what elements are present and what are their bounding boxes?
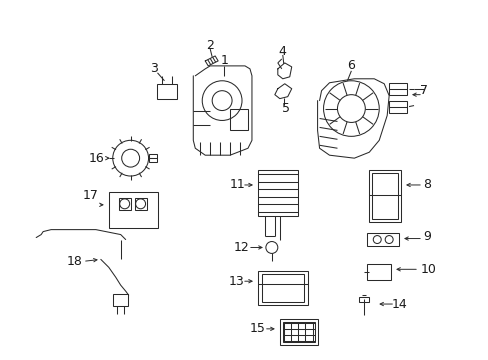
Text: 7: 7 xyxy=(419,84,427,97)
Text: 3: 3 xyxy=(150,62,158,75)
Text: 10: 10 xyxy=(420,263,436,276)
Text: 13: 13 xyxy=(229,275,244,288)
Bar xyxy=(108,192,158,228)
Bar xyxy=(230,109,247,130)
Text: 1: 1 xyxy=(220,54,227,67)
Bar xyxy=(282,322,314,342)
Bar xyxy=(157,84,177,99)
Text: 2: 2 xyxy=(206,39,214,51)
Text: 11: 11 xyxy=(230,179,245,192)
Text: 16: 16 xyxy=(89,152,104,165)
Text: 8: 8 xyxy=(422,179,430,192)
Text: 9: 9 xyxy=(422,230,430,243)
Bar xyxy=(113,294,127,306)
Bar xyxy=(257,170,297,216)
Bar xyxy=(262,274,303,302)
Bar xyxy=(388,100,406,113)
Bar xyxy=(368,170,400,222)
Bar xyxy=(119,198,130,210)
Text: 14: 14 xyxy=(390,297,406,311)
Bar xyxy=(279,319,317,345)
Text: 4: 4 xyxy=(278,45,286,58)
Text: 18: 18 xyxy=(67,255,83,268)
Bar xyxy=(134,198,146,210)
Bar xyxy=(388,83,406,95)
Text: 6: 6 xyxy=(347,59,355,72)
Text: 15: 15 xyxy=(249,322,265,336)
Bar xyxy=(148,154,156,162)
Text: 12: 12 xyxy=(234,241,249,254)
Bar xyxy=(359,297,368,302)
Bar xyxy=(366,264,390,280)
Text: 17: 17 xyxy=(83,189,99,202)
Text: 5: 5 xyxy=(281,102,289,115)
Bar xyxy=(366,233,398,247)
Bar xyxy=(257,271,307,305)
Bar xyxy=(371,173,397,219)
